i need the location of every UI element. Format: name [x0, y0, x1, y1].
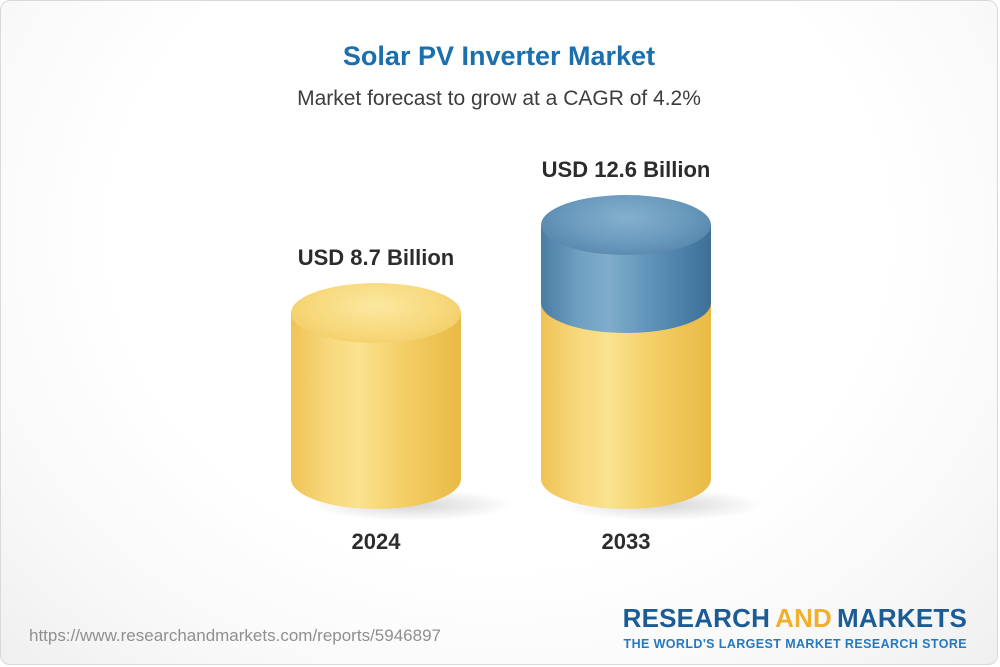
bar-2024: USD 8.7 Billion 2024	[291, 245, 514, 554]
cylinder-2033	[541, 195, 711, 509]
cylinder-2024	[291, 283, 461, 509]
chart-title: Solar PV Inverter Market	[342, 41, 656, 71]
bar-2033: USD 12.6 Billion 2033	[541, 157, 764, 554]
year-label-2033: 2033	[601, 529, 651, 554]
value-label-2024: USD 8.7 Billion	[297, 245, 455, 270]
logo-wordmark: RESEARCH AND MARKETS	[623, 603, 967, 634]
chart-subtitle: Market forecast to grow at a CAGR of 4.2…	[297, 87, 701, 110]
year-label-2024: 2024	[351, 529, 401, 554]
logo-word-and: AND	[775, 603, 833, 633]
logo-tagline: THE WORLD'S LARGEST MARKET RESEARCH STOR…	[623, 637, 967, 651]
value-label-2033: USD 12.6 Billion	[541, 157, 711, 182]
base-segment	[291, 313, 461, 509]
research-and-markets-logo: RESEARCH AND MARKETS THE WORLD'S LARGEST M…	[623, 603, 967, 651]
logo-word-research: RESEARCH	[622, 603, 771, 633]
logo-word-markets: MARKETS	[837, 603, 967, 633]
cylinder-top	[291, 283, 461, 343]
cylinder-top	[541, 195, 711, 255]
source-url: https://www.researchandmarkets.com/repor…	[29, 626, 441, 645]
